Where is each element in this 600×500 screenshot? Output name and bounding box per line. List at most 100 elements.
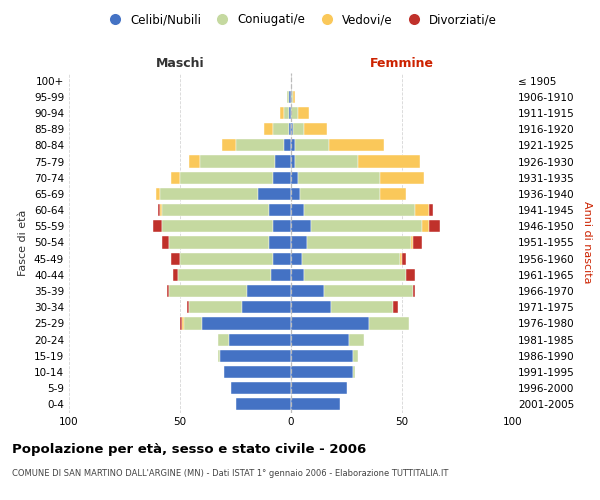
Bar: [218, 334, 229, 345]
Bar: [162, 220, 273, 232]
Bar: [162, 204, 269, 216]
Bar: [311, 220, 422, 232]
Bar: [329, 140, 384, 151]
Bar: [304, 204, 415, 216]
Bar: [295, 140, 329, 151]
Bar: [291, 285, 325, 297]
Bar: [291, 220, 311, 232]
Bar: [231, 382, 291, 394]
Bar: [189, 156, 200, 168]
Bar: [160, 188, 258, 200]
Bar: [291, 269, 304, 281]
Bar: [380, 172, 424, 184]
Bar: [189, 301, 242, 314]
Bar: [291, 172, 298, 184]
Bar: [202, 318, 291, 330]
Bar: [415, 204, 428, 216]
Bar: [180, 318, 182, 330]
Text: Maschi: Maschi: [155, 57, 205, 70]
Bar: [258, 188, 291, 200]
Bar: [289, 90, 291, 103]
Bar: [235, 398, 291, 410]
Bar: [307, 236, 411, 248]
Bar: [304, 123, 326, 135]
Bar: [200, 156, 275, 168]
Bar: [289, 107, 291, 119]
Bar: [182, 318, 184, 330]
Bar: [275, 156, 291, 168]
Bar: [291, 90, 293, 103]
Bar: [358, 156, 420, 168]
Bar: [291, 318, 368, 330]
Bar: [287, 90, 289, 103]
Bar: [247, 285, 291, 297]
Bar: [269, 236, 291, 248]
Bar: [291, 123, 293, 135]
Bar: [229, 334, 291, 345]
Bar: [158, 204, 160, 216]
Bar: [291, 156, 295, 168]
Bar: [291, 301, 331, 314]
Bar: [289, 123, 291, 135]
Bar: [180, 172, 273, 184]
Bar: [422, 220, 428, 232]
Bar: [325, 285, 413, 297]
Bar: [222, 140, 235, 151]
Bar: [368, 318, 409, 330]
Bar: [380, 188, 406, 200]
Bar: [291, 140, 295, 151]
Bar: [265, 123, 273, 135]
Bar: [284, 140, 291, 151]
Bar: [178, 269, 271, 281]
Bar: [353, 350, 358, 362]
Bar: [273, 220, 291, 232]
Bar: [291, 398, 340, 410]
Bar: [304, 269, 406, 281]
Bar: [331, 301, 393, 314]
Bar: [406, 269, 415, 281]
Bar: [295, 156, 358, 168]
Bar: [393, 301, 398, 314]
Bar: [302, 252, 400, 265]
Bar: [413, 236, 422, 248]
Bar: [349, 334, 364, 345]
Bar: [160, 204, 162, 216]
Bar: [220, 350, 291, 362]
Bar: [293, 123, 304, 135]
Bar: [169, 236, 269, 248]
Bar: [353, 366, 355, 378]
Bar: [293, 90, 295, 103]
Bar: [173, 269, 178, 281]
Bar: [291, 204, 304, 216]
Bar: [284, 107, 289, 119]
Bar: [291, 334, 349, 345]
Bar: [187, 301, 189, 314]
Bar: [242, 301, 291, 314]
Bar: [273, 123, 289, 135]
Bar: [291, 236, 307, 248]
Bar: [271, 269, 291, 281]
Bar: [280, 107, 284, 119]
Bar: [235, 140, 284, 151]
Bar: [273, 172, 291, 184]
Bar: [273, 252, 291, 265]
Bar: [402, 252, 406, 265]
Bar: [291, 382, 347, 394]
Bar: [400, 252, 402, 265]
Bar: [291, 107, 298, 119]
Text: COMUNE DI SAN MARTINO DALL'ARGINE (MN) - Dati ISTAT 1° gennaio 2006 - Elaborazio: COMUNE DI SAN MARTINO DALL'ARGINE (MN) -…: [12, 469, 448, 478]
Bar: [291, 366, 353, 378]
Bar: [428, 220, 440, 232]
Y-axis label: Anni di nascita: Anni di nascita: [581, 201, 592, 283]
Bar: [169, 285, 247, 297]
Bar: [411, 236, 413, 248]
Bar: [224, 366, 291, 378]
Bar: [171, 252, 180, 265]
Bar: [298, 172, 380, 184]
Bar: [298, 107, 309, 119]
Bar: [180, 252, 273, 265]
Bar: [218, 350, 220, 362]
Bar: [162, 236, 169, 248]
Bar: [184, 318, 202, 330]
Bar: [155, 188, 160, 200]
